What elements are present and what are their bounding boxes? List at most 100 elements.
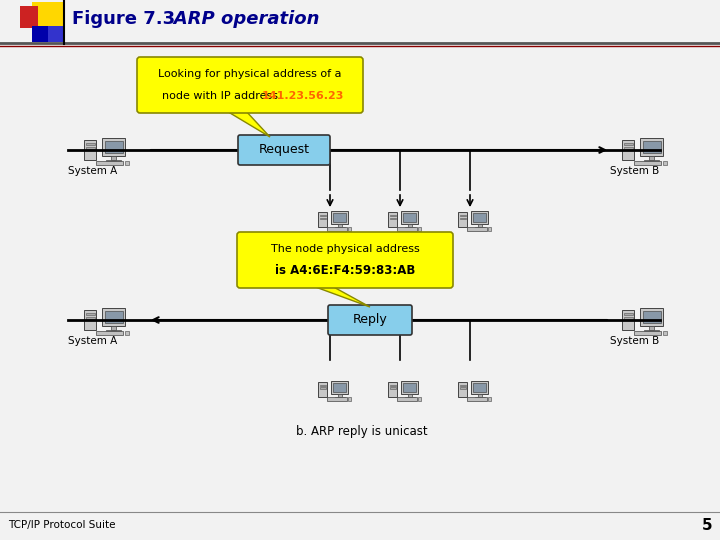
Bar: [318, 212, 328, 227]
Bar: [459, 388, 466, 389]
Bar: [467, 397, 487, 401]
Bar: [86, 317, 94, 319]
Bar: [333, 213, 346, 222]
Bar: [348, 227, 351, 231]
Text: TCP/IP Protocol Suite: TCP/IP Protocol Suite: [8, 520, 115, 530]
Bar: [333, 383, 346, 392]
Bar: [624, 147, 633, 149]
Bar: [96, 160, 123, 165]
Bar: [624, 313, 633, 315]
Bar: [390, 215, 396, 216]
Text: 141.23.56.23: 141.23.56.23: [262, 91, 344, 101]
Bar: [102, 138, 125, 156]
Bar: [663, 160, 667, 165]
Bar: [328, 397, 347, 401]
Bar: [644, 329, 659, 332]
Bar: [634, 330, 662, 335]
Bar: [642, 310, 660, 323]
Polygon shape: [310, 285, 370, 307]
Bar: [488, 227, 491, 231]
Bar: [388, 212, 397, 227]
Bar: [642, 141, 660, 153]
Bar: [459, 385, 466, 386]
Bar: [320, 215, 326, 216]
Bar: [397, 397, 417, 401]
Bar: [622, 140, 634, 160]
FancyBboxPatch shape: [237, 232, 453, 288]
FancyBboxPatch shape: [328, 305, 412, 335]
Bar: [405, 396, 415, 398]
Bar: [418, 227, 420, 231]
Bar: [84, 140, 96, 160]
Bar: [348, 397, 351, 401]
Bar: [401, 211, 418, 224]
Bar: [107, 329, 121, 332]
Bar: [473, 213, 486, 222]
Bar: [478, 224, 482, 227]
Bar: [86, 147, 94, 149]
Bar: [318, 382, 328, 396]
Bar: [335, 227, 345, 228]
Bar: [459, 215, 466, 216]
Text: System A: System A: [68, 166, 117, 176]
Bar: [488, 397, 491, 401]
Bar: [111, 326, 116, 329]
Bar: [331, 381, 348, 394]
Bar: [634, 160, 662, 165]
Text: a. ARP request is broadcast: a. ARP request is broadcast: [281, 255, 444, 268]
Text: b. ARP reply is unicast: b. ARP reply is unicast: [296, 426, 428, 438]
Bar: [403, 383, 416, 392]
Bar: [473, 383, 486, 392]
Text: node with IP address: node with IP address: [162, 91, 282, 101]
Bar: [663, 330, 667, 335]
Bar: [338, 394, 342, 396]
Bar: [125, 330, 129, 335]
Text: System A: System A: [68, 336, 117, 346]
Bar: [32, 2, 64, 30]
Bar: [474, 396, 485, 398]
Text: The node physical address: The node physical address: [271, 244, 419, 254]
Bar: [459, 382, 467, 396]
Bar: [624, 144, 633, 145]
Bar: [125, 160, 129, 165]
Bar: [390, 218, 396, 219]
Bar: [331, 211, 348, 224]
Bar: [0, 0, 720, 40]
Bar: [390, 385, 396, 386]
Text: Looking for physical address of a: Looking for physical address of a: [158, 69, 342, 79]
Bar: [405, 227, 415, 228]
Text: ARP operation: ARP operation: [155, 10, 320, 28]
Bar: [102, 308, 125, 326]
Bar: [403, 213, 416, 222]
Bar: [104, 141, 122, 153]
Bar: [649, 156, 654, 160]
Bar: [622, 310, 634, 329]
Text: Reply: Reply: [353, 314, 387, 327]
Bar: [328, 227, 347, 231]
Bar: [96, 330, 123, 335]
Text: System B: System B: [610, 166, 660, 176]
Bar: [32, 26, 48, 42]
Bar: [86, 313, 94, 315]
Bar: [320, 218, 326, 219]
FancyBboxPatch shape: [137, 57, 363, 113]
Bar: [478, 394, 482, 396]
Bar: [418, 397, 420, 401]
Bar: [459, 212, 467, 227]
Text: 5: 5: [701, 517, 712, 532]
Text: Figure 7.3: Figure 7.3: [72, 10, 175, 28]
Text: is A4:6E:F4:59:83:AB: is A4:6E:F4:59:83:AB: [275, 265, 415, 278]
Bar: [20, 6, 38, 28]
Bar: [84, 310, 96, 329]
Bar: [640, 308, 663, 326]
Bar: [472, 211, 488, 224]
Bar: [649, 326, 654, 329]
Bar: [111, 156, 116, 160]
Bar: [467, 227, 487, 231]
Bar: [86, 144, 94, 145]
Bar: [104, 310, 122, 323]
Bar: [48, 26, 64, 42]
Text: System B: System B: [610, 336, 660, 346]
FancyBboxPatch shape: [238, 135, 330, 165]
Text: Request: Request: [258, 144, 310, 157]
